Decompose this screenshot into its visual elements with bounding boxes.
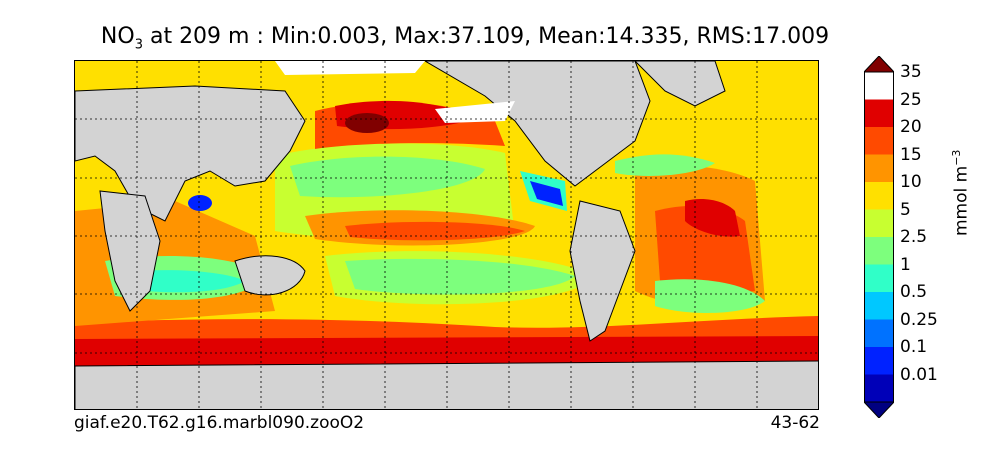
ocean-map (74, 60, 819, 410)
colorbar-tick-label: 0.25 (900, 309, 938, 330)
colorbar-extend-max (864, 56, 894, 73)
colorbar-tick-label: 10 (900, 172, 922, 192)
colorbar-cell (864, 154, 894, 182)
colorbar-cells (864, 56, 894, 418)
colorbar-tick-label: 25 (900, 89, 922, 110)
atlantic-red-patch (685, 199, 740, 237)
arabian-sea-low (188, 195, 212, 211)
south-atlantic-green (655, 279, 765, 313)
north-pacific-max (345, 113, 389, 133)
colorbar-cell (864, 209, 894, 237)
unit-text: mmol m (951, 165, 972, 236)
eurasia-africa-land (75, 85, 306, 222)
colorbar-tick-label: 35 (900, 62, 922, 82)
title-variable: NO (100, 24, 135, 49)
colorbar-tick-label: 0.01 (900, 364, 938, 385)
ice-patches (275, 61, 515, 123)
colorbar-unit: mmol m−3 (950, 150, 972, 236)
africa-land (99, 190, 161, 312)
arctic-ice-2 (435, 101, 515, 123)
north-atlantic-green (615, 154, 715, 176)
plot-title: NO3 at 209 m : Min:0.003, Max:37.109, Me… (0, 24, 930, 52)
colorbar-cell (864, 99, 894, 127)
colorbar-tick-label: 20 (900, 117, 922, 137)
colorbar-tick-label: 0.1 (900, 337, 928, 357)
colorbar-cell (864, 292, 894, 320)
title-subscript: 3 (134, 37, 143, 53)
colorbar-cell (864, 374, 894, 402)
colorbar-cell (864, 237, 894, 265)
greenland-land (634, 61, 726, 107)
colorbar-tick-label: 5 (900, 199, 911, 220)
graticule (75, 61, 818, 409)
colorbar-cell (864, 182, 894, 210)
arctic-ice-1 (275, 61, 425, 75)
colorbar-tick-label: 1 (900, 254, 911, 275)
colorbar-cell (864, 347, 894, 375)
colorbar-cell (864, 319, 894, 347)
etp-blue (530, 181, 563, 206)
year-range: 43-62 (770, 413, 820, 433)
colorbar-cell (864, 264, 894, 292)
unit-superscript: −3 (950, 149, 963, 166)
north-pacific-green (290, 156, 485, 198)
australia-land (234, 255, 306, 296)
colorbar (864, 56, 894, 418)
case-name: giaf.e20.T62.g16.marbl090.zooO2 (74, 413, 365, 433)
title-stats: at 209 m : Min:0.003, Max:37.109, Mean:1… (142, 24, 830, 49)
colorbar-tick-label: 0.5 (900, 282, 928, 302)
colorbar-extend-min (864, 401, 894, 418)
colorbar-cell (864, 127, 894, 155)
colorbar-tick-label: 2.5 (900, 227, 928, 247)
colorbar-tick-label: 15 (900, 144, 922, 165)
colorbar-frame (864, 71, 894, 403)
south-pacific-green (345, 258, 575, 295)
map-svg (75, 61, 818, 409)
